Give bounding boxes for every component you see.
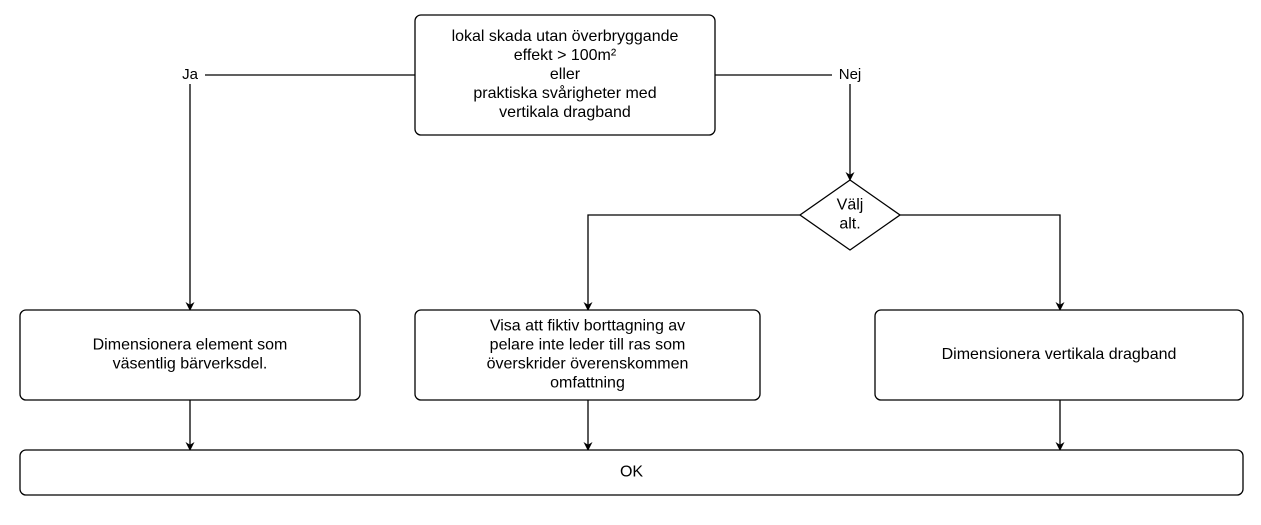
edge-decision-to-mid	[588, 215, 800, 310]
node-result_left-line-1: väsentlig bärverksdel.	[113, 356, 268, 373]
node-result_mid: Visa att fiktiv borttagning av pelare int…	[415, 310, 760, 400]
edge-cond-to-decision	[715, 75, 850, 180]
node-decision: Välj alt.	[800, 180, 900, 250]
edge-label-cond-to-left: Ja	[182, 66, 199, 83]
edge-decision-to-right	[900, 215, 1060, 310]
node-condition-line-1: effekt > 100m²	[514, 47, 617, 64]
node-decision-line-1: alt.	[839, 216, 860, 233]
node-condition-line-3: praktiska svårigheter med	[473, 84, 656, 102]
node-condition-line-2: eller	[550, 66, 581, 83]
node-result_mid-line-2: överskrider överenskommen	[487, 356, 689, 373]
node-condition-line-4: vertikala dragband	[499, 104, 631, 121]
edge-cond-to-left	[190, 75, 415, 310]
node-ok-line-0: OK	[620, 464, 643, 481]
node-decision-line-0: Välj	[837, 197, 864, 214]
node-result_left: Dimensionera element som väsentlig bärver…	[20, 310, 360, 400]
edge-label-cond-to-decision: Nej	[839, 66, 862, 83]
node-result_mid-line-3: omfattning	[550, 375, 625, 392]
node-result_right: Dimensionera vertikala dragband	[875, 310, 1243, 400]
node-ok: OK	[20, 450, 1243, 495]
node-result_right-line-0: Dimensionera vertikala dragband	[942, 346, 1177, 363]
node-condition-line-0: lokal skada utan överbryggande	[452, 28, 679, 45]
node-result_mid-line-0: Visa att fiktiv borttagning av	[490, 318, 685, 335]
node-result_left-line-0: Dimensionera element som	[93, 337, 288, 354]
node-condition: lokal skada utan överbryggande effekt > 1…	[415, 15, 715, 135]
flowchart-canvas: lokal skada utan överbryggande effekt > 1…	[0, 0, 1261, 525]
node-result_mid-line-1: pelare inte leder till ras som	[490, 337, 686, 354]
